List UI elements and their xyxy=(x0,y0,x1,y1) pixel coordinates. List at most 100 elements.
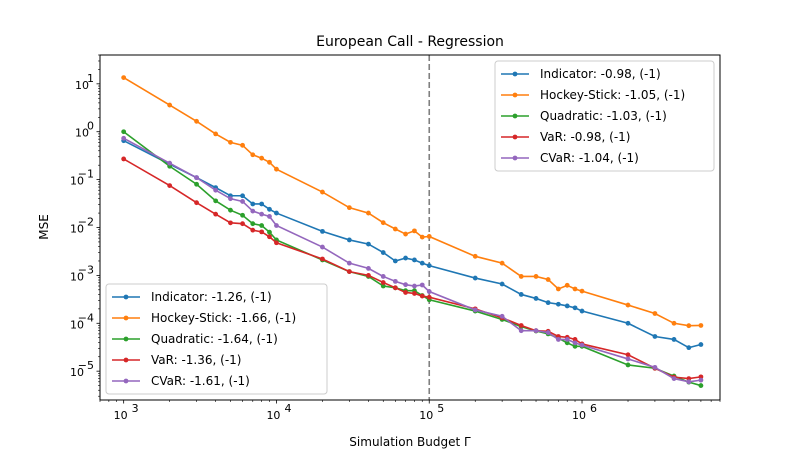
data-point-cvar xyxy=(545,330,551,335)
data-point-indicator xyxy=(366,241,371,247)
data-point-hockey-stick xyxy=(579,288,585,294)
legend-entry: Indicator: -0.98, (-1) xyxy=(540,67,661,81)
x-tick-label-exponent: 6 xyxy=(590,402,597,415)
data-point-quadratic xyxy=(250,221,256,227)
data-point-var xyxy=(366,272,371,278)
legend-entry: VaR: -0.98, (-1) xyxy=(540,130,630,144)
legend-entry: Hockey-Stick: -1.05, (-1) xyxy=(540,88,685,102)
data-point-var xyxy=(380,280,386,285)
data-point-hockey-stick xyxy=(320,189,325,195)
data-point-var xyxy=(167,183,173,188)
data-point-cvar xyxy=(403,282,408,288)
data-point-cvar xyxy=(346,260,352,266)
data-point-quadratic xyxy=(267,229,272,235)
data-point-hockey-stick xyxy=(671,320,677,326)
data-point-indicator xyxy=(259,201,265,207)
data-point-cvar xyxy=(167,160,173,166)
data-point-indicator xyxy=(652,334,658,339)
legend-box xyxy=(494,60,715,172)
legend-swatch-marker xyxy=(512,71,518,77)
legend-swatch-marker xyxy=(512,155,518,161)
legend-swatch-marker xyxy=(123,294,129,300)
data-point-cvar xyxy=(419,282,425,288)
data-point-cvar xyxy=(698,377,704,383)
legend-swatch-marker xyxy=(512,113,518,119)
data-point-cvar xyxy=(564,337,570,342)
data-point-var xyxy=(250,227,256,233)
x-tick-label-exponent: 3 xyxy=(132,402,139,415)
data-point-cvar xyxy=(625,356,631,362)
series-cvar xyxy=(121,135,704,385)
y-tick-label-exponent: 0 xyxy=(87,120,94,133)
data-point-hockey-stick xyxy=(499,260,505,266)
data-point-hockey-stick xyxy=(518,274,524,279)
data-point-hockey-stick xyxy=(392,226,398,232)
data-point-indicator xyxy=(426,263,432,269)
data-point-quadratic xyxy=(572,343,578,349)
data-point-var xyxy=(426,294,432,300)
data-point-var xyxy=(259,229,265,235)
data-point-indicator xyxy=(320,228,325,234)
x-tick-label: 10 xyxy=(419,409,433,422)
data-point-var xyxy=(213,211,219,217)
data-point-cvar xyxy=(320,244,325,250)
legend-swatch-marker xyxy=(123,357,129,363)
legend-entry: Quadratic: -1.64, (-1) xyxy=(151,332,278,346)
data-point-hockey-stick xyxy=(403,231,408,237)
data-point-indicator xyxy=(419,260,425,266)
data-point-cvar xyxy=(572,340,578,346)
chart-title: European Call - Regression xyxy=(316,34,504,50)
data-point-cvar xyxy=(412,283,417,289)
data-point-cvar xyxy=(380,274,386,279)
data-point-quadratic xyxy=(213,198,219,204)
y-tick-label: 10 xyxy=(70,223,84,236)
legend-swatch-marker xyxy=(123,336,129,342)
data-point-hockey-stick xyxy=(698,323,704,328)
data-point-hockey-stick xyxy=(250,152,256,158)
data-point-cvar xyxy=(267,214,272,219)
data-point-var xyxy=(121,156,127,162)
data-point-cvar xyxy=(250,208,256,214)
data-point-quadratic xyxy=(240,212,245,218)
data-point-indicator xyxy=(380,250,386,255)
data-point-indicator xyxy=(564,303,570,309)
legend-lower-left: Indicator: -1.26, (-1) Hockey-Stick: -1.6… xyxy=(105,283,328,395)
legend-swatch-marker xyxy=(512,92,518,98)
data-point-cvar xyxy=(121,135,127,141)
data-point-hockey-stick xyxy=(194,118,199,124)
data-point-quadratic xyxy=(228,207,233,213)
data-point-hockey-stick xyxy=(213,131,219,137)
data-point-var xyxy=(412,291,417,296)
legend-entry: CVaR: -1.04, (-1) xyxy=(540,151,639,165)
data-point-var xyxy=(320,256,325,262)
data-point-indicator xyxy=(555,301,561,307)
y-tick-label: 10 xyxy=(70,175,84,188)
data-point-var xyxy=(572,337,578,342)
legend-entry: VaR: -1.36, (-1) xyxy=(151,353,241,367)
x-tick-label-exponent: 4 xyxy=(284,402,291,415)
data-point-indicator xyxy=(412,257,417,263)
data-point-hockey-stick xyxy=(274,166,279,172)
data-point-cvar xyxy=(579,342,585,348)
legend-swatch-marker xyxy=(123,315,129,321)
data-point-hockey-stick xyxy=(366,210,371,216)
data-point-var xyxy=(625,352,631,358)
plot-area xyxy=(121,55,704,400)
series-hockey-stick xyxy=(121,75,704,329)
data-point-indicator xyxy=(472,275,478,281)
legend-entry: Hockey-Stick: -1.66, (-1) xyxy=(151,311,296,325)
data-point-cvar xyxy=(686,379,692,385)
data-point-hockey-stick xyxy=(240,142,245,148)
y-tick-label-exponent: −2 xyxy=(78,216,94,229)
data-point-hockey-stick xyxy=(426,234,432,239)
data-point-cvar xyxy=(259,211,265,217)
data-point-indicator xyxy=(625,320,631,326)
legend-swatch-marker xyxy=(123,378,129,384)
data-point-quadratic xyxy=(194,181,199,187)
data-point-hockey-stick xyxy=(380,220,386,226)
data-point-cvar xyxy=(366,265,371,271)
x-axis-label: Simulation Budget Γ xyxy=(349,435,471,449)
data-point-quadratic xyxy=(698,383,704,388)
data-point-cvar xyxy=(240,199,245,204)
